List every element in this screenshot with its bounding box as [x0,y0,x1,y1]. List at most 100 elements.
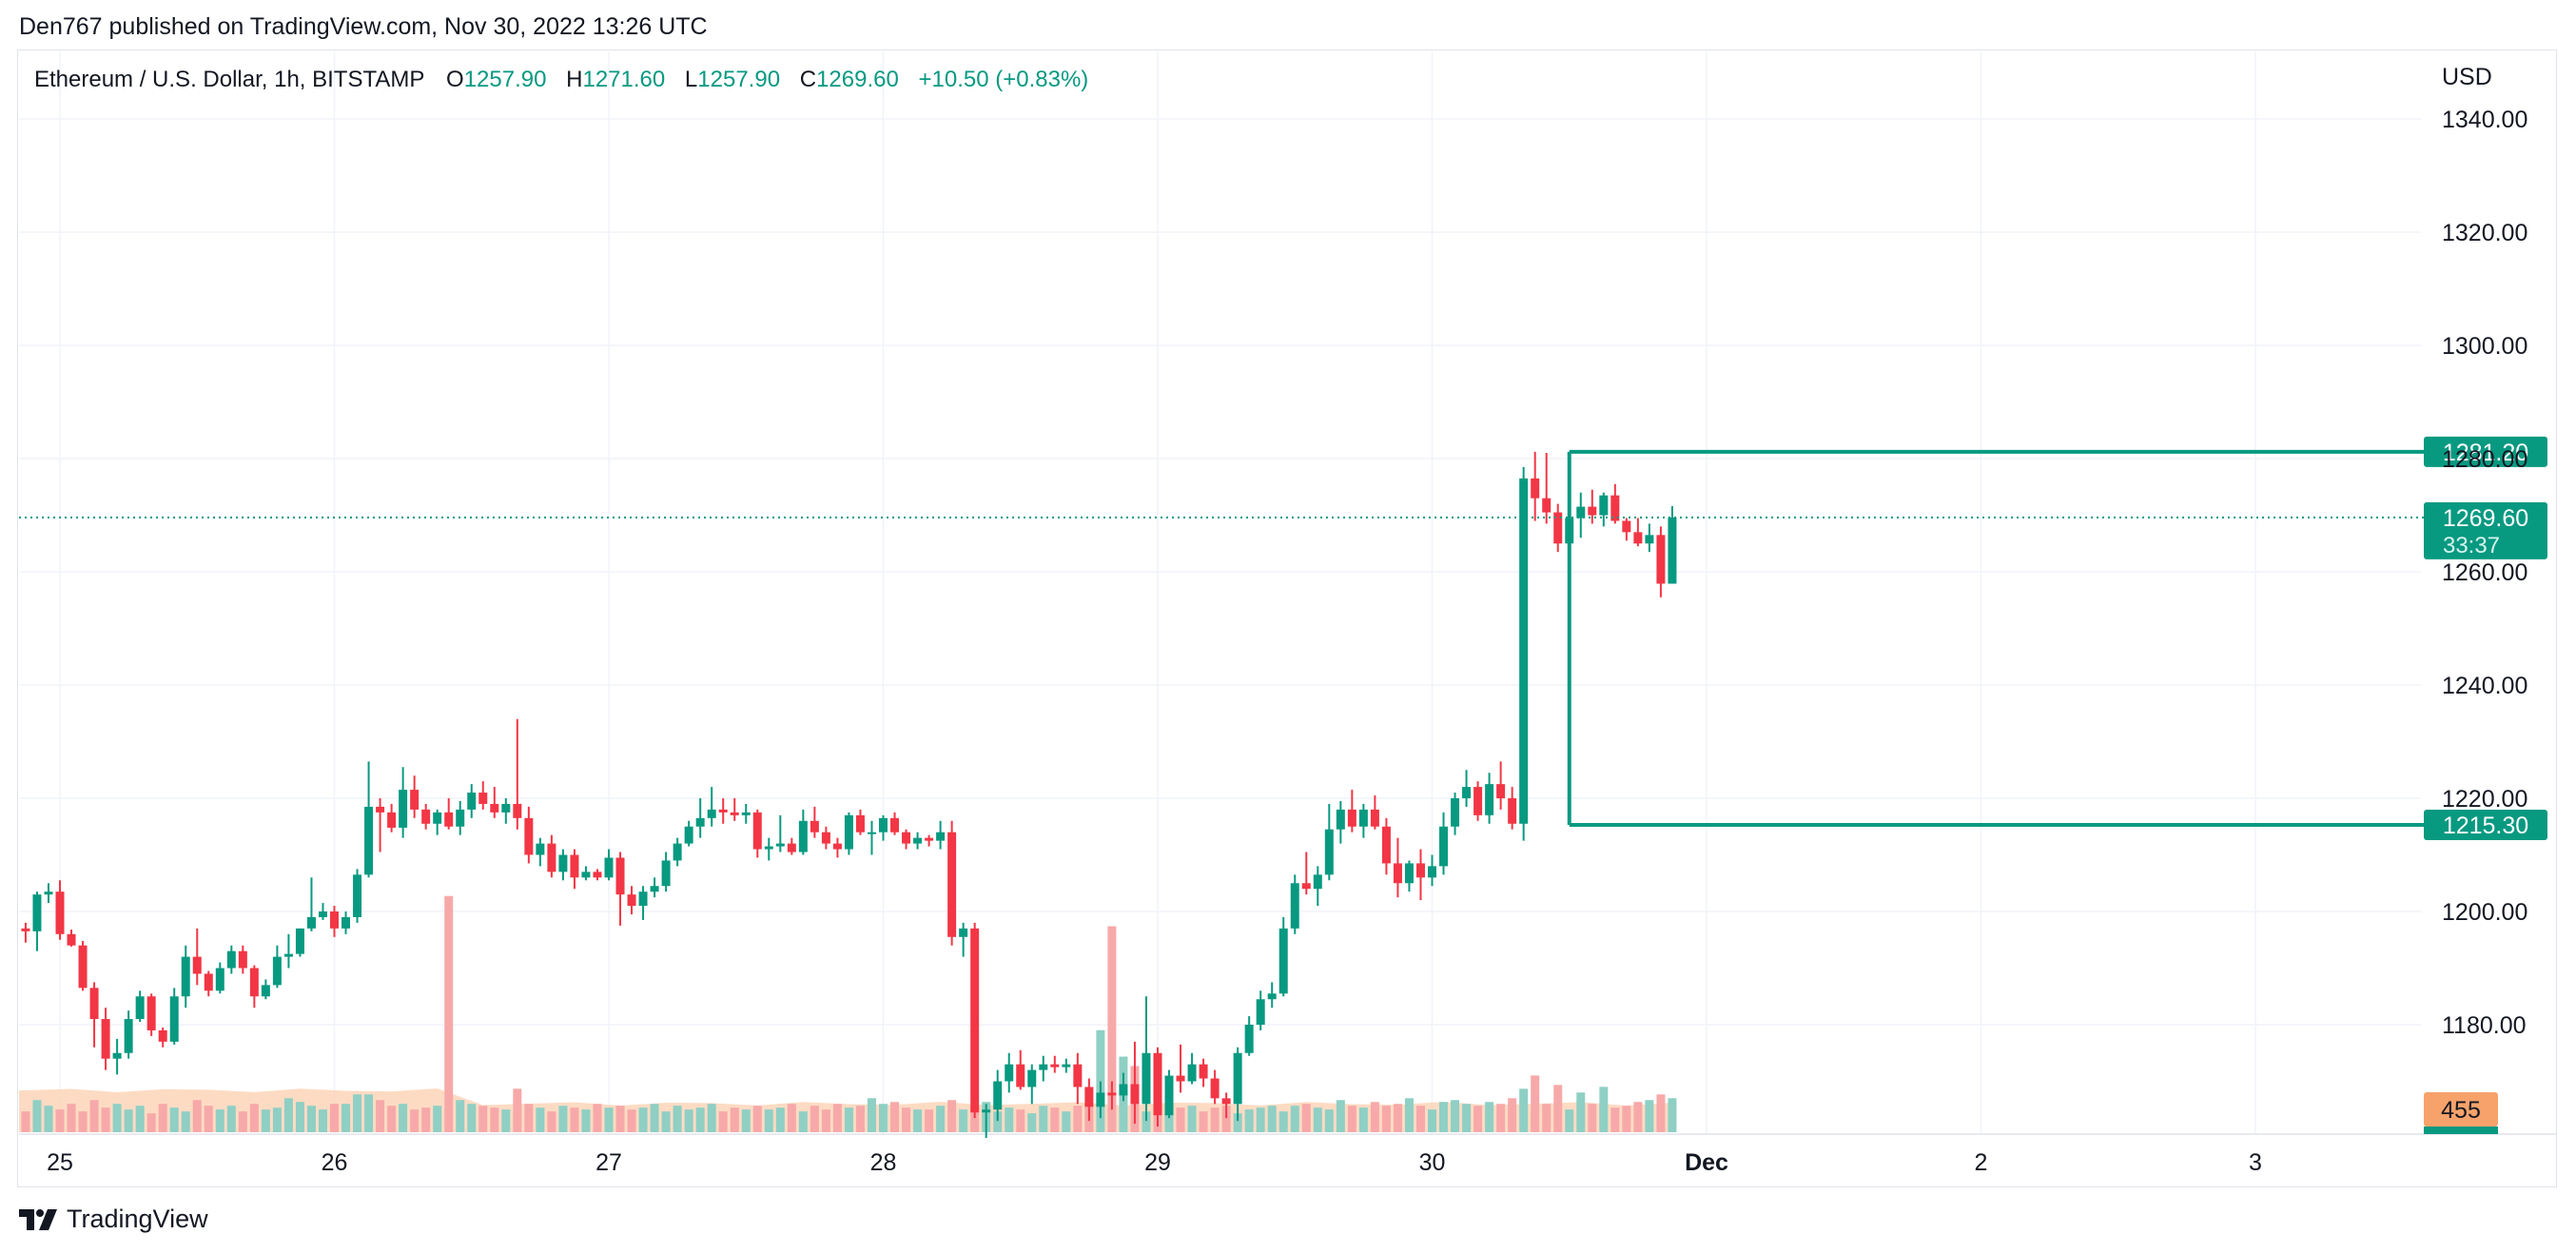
volume-badge-strip [2424,1127,2498,1134]
volume-bar [524,1104,534,1132]
candle-body [158,1029,167,1042]
volume-bar [55,1109,65,1132]
candle-body [1256,999,1265,1025]
volume-bar [261,1109,270,1132]
volume-bar [467,1104,477,1132]
tradingview-logo[interactable]: TradingView [19,1205,208,1234]
candle-body [124,1019,133,1053]
candle-body [1668,517,1677,584]
volume-bar [604,1107,614,1132]
chart-frame [17,49,2557,1187]
volume-bar [1519,1088,1529,1132]
volume-bar [1404,1098,1414,1132]
candle-body [21,928,30,931]
volume-bar [1267,1106,1277,1132]
candle-body [249,968,259,997]
volume-badge-label: 455 [2441,1097,2481,1124]
volume-badge [2424,1092,2498,1127]
level-price-tag [2424,436,2547,467]
volume-bar [925,1109,934,1132]
volume-bar [1016,1109,1025,1132]
candle-body [821,832,830,844]
volume-bar [970,1107,980,1132]
y-tick-label: 1280.00 [2442,446,2527,473]
candle-body [1164,1075,1174,1116]
volume-bar [879,1104,888,1132]
candle-body [1107,1092,1117,1096]
candle-body [353,874,362,917]
candle-body [970,928,980,1113]
volume-bar [1107,926,1117,1132]
volume-bar [192,1100,202,1132]
volume-bar [89,1100,99,1132]
volume-bar [752,1106,762,1132]
volume-bar [1485,1102,1494,1132]
candle-body [1336,809,1345,830]
candle-body [1393,863,1402,884]
volume-bar [650,1104,659,1132]
volume-bar [1576,1092,1586,1132]
volume-bar [810,1106,819,1132]
low-value: 1257.90 [697,67,781,92]
candle-body [1531,478,1540,499]
volume-bar [1508,1098,1517,1132]
volume-bar [1050,1107,1060,1132]
volume-bar [1428,1109,1436,1132]
candle-body [318,911,327,917]
volume-bar [798,1111,808,1132]
y-tick-label: 1260.00 [2442,559,2527,586]
candle-body [1084,1087,1094,1107]
volume-bar [1336,1100,1345,1132]
candle-body [1622,520,1631,533]
candle-body [1542,498,1551,513]
volume-bar [330,1104,339,1132]
candle-body [1267,993,1277,1000]
candle-body [1610,495,1620,521]
candle-body [1439,826,1449,867]
candle-body [1062,1064,1071,1068]
candle-body [1485,784,1494,815]
candle-body [536,843,545,855]
candle-body [718,809,728,813]
candle-body [1027,1069,1037,1087]
candle-body [215,968,224,991]
candle-body [695,817,705,827]
candle-body [1096,1092,1105,1107]
candle-body [1645,535,1654,544]
volume-bar [433,1106,442,1132]
candle-body [467,793,477,810]
candle-body [867,832,876,834]
candle-body [112,1052,122,1059]
volume-bar [821,1109,830,1132]
candle-body [1290,883,1299,929]
volume-bar [947,1100,957,1132]
candle-body [1599,495,1609,516]
candle-body [444,812,454,827]
volume-bar [1039,1106,1048,1132]
volume-bar [1451,1100,1460,1132]
volume-bar [181,1111,190,1132]
volume-bar [318,1109,327,1132]
last-price-label: 1269.60 [2443,505,2528,532]
volume-bar [1358,1107,1368,1132]
volume-bar [1176,1107,1185,1132]
candle-body [1313,874,1322,890]
volume-bar [1633,1102,1643,1132]
candle-body [959,928,968,937]
volume-bar [44,1106,53,1132]
volume-bar [1542,1104,1551,1132]
volume-bar [638,1107,648,1132]
x-tick-label: 27 [595,1149,622,1176]
candle-body [982,1109,991,1113]
volume-bar [272,1107,282,1132]
brand-name: TradingView [67,1205,208,1233]
candle-body [684,826,693,844]
volume-bar [741,1109,751,1132]
volume-bar [547,1111,556,1132]
volume-bar [1473,1106,1483,1132]
volume-bar [283,1098,293,1132]
x-tick-label: 29 [1144,1149,1171,1176]
candle-body [936,832,946,841]
volume-bar [593,1104,602,1132]
